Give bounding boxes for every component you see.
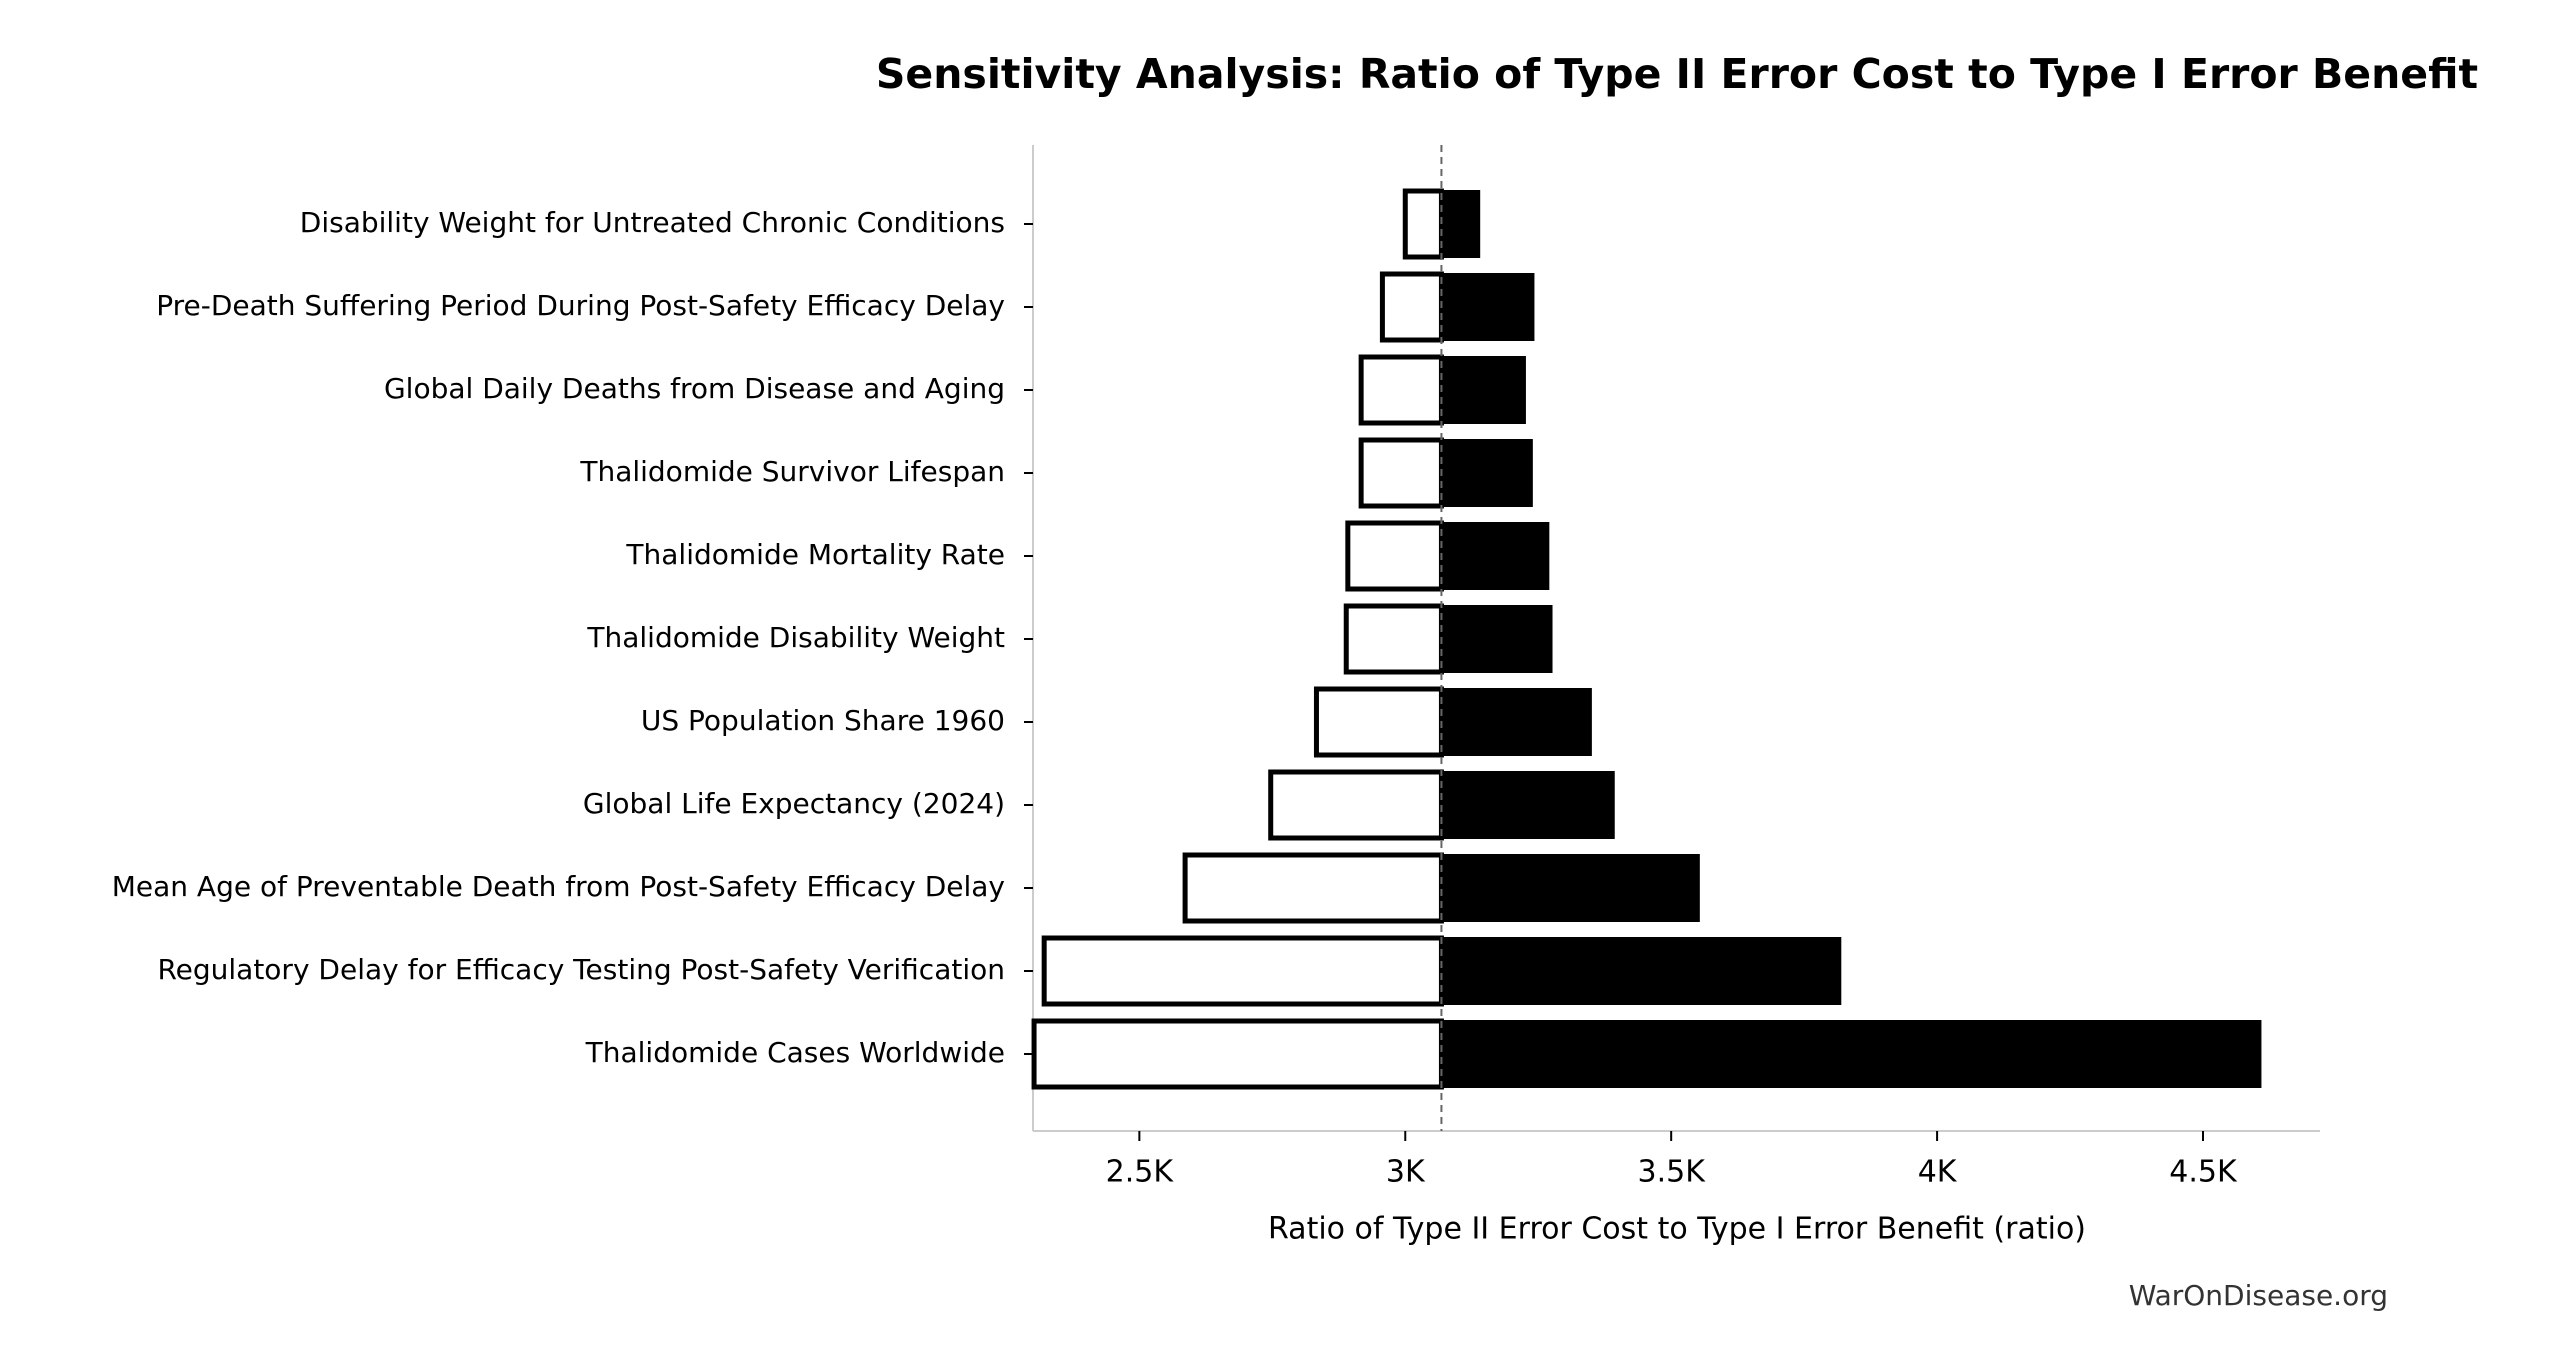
x-tick-label: 4K [1918, 1155, 1958, 1190]
y-tick-label: Thalidomide Survivor Lifespan [579, 455, 1005, 488]
high-bar [1440, 688, 1592, 756]
y-tick-label: Mean Age of Preventable Death from Post-… [112, 870, 1005, 903]
y-tick-label: Disability Weight for Untreated Chronic … [300, 206, 1005, 239]
source-note: WarOnDisease.org [2129, 1279, 2388, 1312]
high-bar [1440, 522, 1550, 590]
low-bar [1343, 603, 1444, 675]
low-bar [1182, 852, 1444, 924]
x-tick-label: 4.5K [2169, 1155, 2238, 1190]
chart-title: Sensitivity Analysis: Ratio of Type II E… [876, 50, 2478, 98]
y-tick-label: Global Life Expectancy (2024) [583, 787, 1005, 820]
high-bar [1440, 439, 1533, 507]
low-bar [1031, 1018, 1444, 1090]
high-bar [1440, 605, 1553, 673]
y-tick-label: US Population Share 1960 [641, 704, 1005, 737]
low-bar [1313, 686, 1444, 758]
high-bar [1440, 356, 1526, 424]
high-bar [1440, 771, 1615, 839]
x-tick-label: 3K [1386, 1155, 1426, 1190]
y-tick-label: Pre-Death Suffering Period During Post-S… [156, 289, 1005, 322]
y-tick-label: Thalidomide Disability Weight [586, 621, 1005, 654]
x-axis-label: Ratio of Type II Error Cost to Type I Er… [1268, 1212, 2086, 1247]
low-bar [1041, 935, 1444, 1007]
low-bar [1402, 188, 1444, 260]
low-bar [1358, 354, 1444, 426]
y-tick-label: Regulatory Delay for Efficacy Testing Po… [157, 953, 1005, 986]
x-tick-label: 2.5K [1106, 1155, 1175, 1190]
high-bar [1440, 1020, 2262, 1088]
y-tick-label: Thalidomide Cases Worldwide [585, 1036, 1005, 1069]
low-bar [1358, 437, 1444, 509]
y-tick-label: Global Daily Deaths from Disease and Agi… [384, 372, 1005, 405]
low-bar [1379, 271, 1444, 343]
high-bar [1440, 937, 1842, 1005]
high-bar [1440, 190, 1481, 258]
low-bar [1268, 769, 1444, 841]
y-tick-label: Thalidomide Mortality Rate [625, 538, 1005, 571]
x-tick-label: 3.5K [1637, 1155, 1706, 1190]
high-bar [1440, 854, 1700, 922]
high-bar [1440, 273, 1535, 341]
low-bar [1345, 520, 1444, 592]
